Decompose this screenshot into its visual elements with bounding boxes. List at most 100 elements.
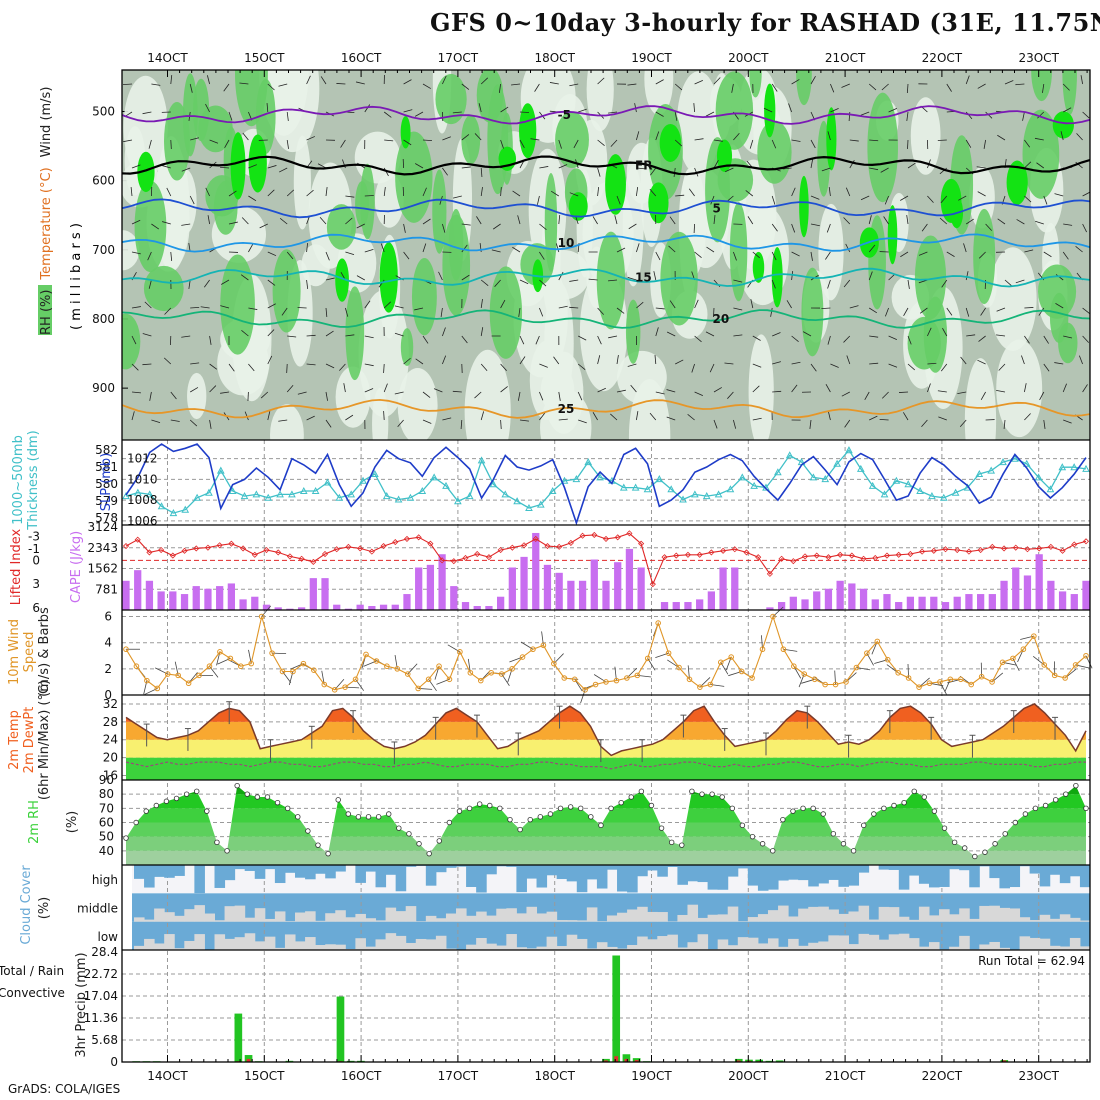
wind-barb: [534, 83, 540, 92]
isotherm-label: 20: [712, 312, 729, 326]
rh-moist-region: [1022, 109, 1060, 199]
cape-bar: [625, 548, 634, 610]
cape-bar: [766, 607, 774, 610]
wind-barb: [977, 359, 986, 365]
temp-bands: [126, 703, 1086, 780]
wind-barb: [849, 160, 855, 169]
cloud-cover-cell: [546, 865, 558, 876]
wind-barb: [131, 391, 141, 394]
wind-barb: [869, 415, 878, 421]
x-tick-top-label: 15OCT: [244, 51, 285, 65]
x-tick-top-label: 18OCT: [534, 51, 575, 65]
lifted-index-point: [415, 534, 422, 541]
wind-barb: [1034, 137, 1044, 141]
pressure-tick-label: 800: [92, 312, 115, 326]
pressure-tick-label: 700: [92, 243, 115, 257]
wind-barb: [810, 195, 820, 200]
cloud-cover-cell: [425, 939, 437, 950]
wind-barb: [345, 195, 355, 198]
wind-barb: [1003, 419, 1006, 429]
wind-barb: [907, 139, 909, 150]
wind-barb: [188, 279, 191, 289]
wind-barb: [151, 83, 161, 86]
wind-barb: [1062, 83, 1070, 91]
thickness-point: [738, 473, 747, 481]
wind-barb: [906, 83, 909, 94]
pressure-tick-label: 900: [92, 381, 115, 395]
wind-barb: [433, 388, 443, 393]
cape-tick-label: 781: [95, 582, 118, 596]
lifted-index-point: [368, 548, 375, 555]
wind-barb: [189, 419, 198, 427]
cloud-cover-cell: [365, 918, 377, 922]
lifted-index-point: [977, 546, 984, 554]
rh-point: [386, 811, 392, 817]
rh-point: [860, 822, 867, 829]
lifted-index-point: [228, 540, 235, 547]
rh-moist-region: [182, 73, 198, 157]
rh-point: [396, 825, 402, 831]
thickness-point: [821, 475, 830, 483]
wind-barb: [325, 251, 330, 261]
cape-bar: [672, 602, 680, 610]
thickness-ylabel: 1000~500mb: [11, 435, 26, 525]
cloud-cover-cell: [1079, 920, 1091, 922]
wind-barb: [325, 419, 332, 428]
rh-saturated-region: [400, 115, 411, 149]
cape-bar: [274, 607, 282, 610]
wind-barb: [965, 218, 974, 225]
wind-barb: [539, 412, 546, 421]
temp-ylabel: 2m DewPt: [22, 707, 37, 774]
rh-saturated-region: [771, 247, 783, 308]
thickness-point: [750, 481, 758, 489]
cloud-cover-cell: [677, 865, 688, 885]
wind-barb: [148, 279, 152, 289]
wind-barb: [674, 111, 678, 121]
wind-barb: [843, 279, 851, 288]
wind10m-speed-point: [770, 613, 776, 620]
wind-barb: [942, 327, 948, 337]
wind-barb: [512, 190, 521, 197]
rh-moist-region: [143, 265, 184, 312]
rh-moist-region: [1062, 70, 1078, 115]
cloud-cover-cell: [627, 944, 638, 950]
cloud-cover-cell: [154, 908, 165, 922]
rh-saturated-region: [1052, 111, 1074, 139]
wind-barb: [980, 391, 986, 401]
wind-barb: [1042, 83, 1045, 93]
pressure-tick-label: 500: [92, 104, 115, 118]
cloud-cover-cell: [144, 865, 155, 888]
cloud-cover-cell: [264, 918, 276, 922]
cloud-cover-cell: [274, 865, 286, 884]
wind10m-tick-label: 2: [104, 662, 112, 676]
cape-bar: [614, 562, 622, 610]
wind-barb: [770, 307, 773, 317]
cape-bar: [379, 604, 388, 610]
cape-bar: [344, 608, 353, 610]
cape-bar: [508, 567, 516, 610]
wind-barb: [147, 251, 152, 261]
wind-barb: [630, 384, 637, 393]
wind-barb: [343, 383, 346, 393]
wind-barb: [1082, 223, 1087, 233]
rh-point: [143, 808, 149, 814]
rh-point: [123, 835, 129, 841]
cape-bar: [684, 602, 692, 610]
precip-total-bar: [612, 955, 621, 1062]
wind-barb: [965, 307, 970, 317]
rh-point: [315, 842, 321, 848]
rh-unit-label: (%): [65, 811, 80, 834]
wind10m-speed-point: [592, 681, 599, 688]
wind-barb: [675, 194, 685, 197]
wind-barb: [1082, 191, 1090, 197]
wind-barb: [480, 411, 485, 421]
cloud-cover-cell: [959, 865, 970, 871]
rh-moist-region: [205, 175, 239, 217]
cloud-cover-cell: [566, 920, 578, 922]
wind-barb: [383, 363, 385, 374]
cloud-cover-cell: [617, 912, 628, 922]
wind10m-speed-point: [874, 638, 881, 645]
lifted-index-point: [837, 551, 844, 558]
wind-barb: [209, 363, 218, 370]
wind10m-speed-point: [1051, 672, 1058, 679]
